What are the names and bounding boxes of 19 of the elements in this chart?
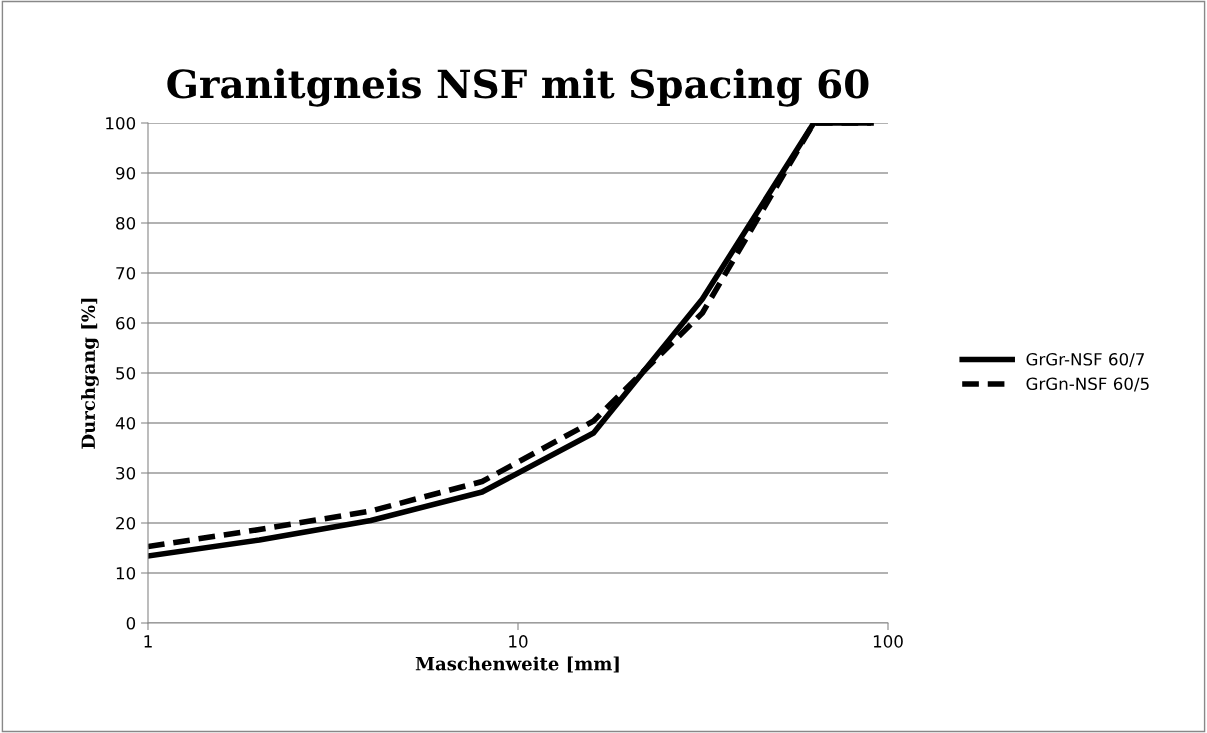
y-tick-label: 20	[116, 516, 136, 530]
x-tick-label: 100	[873, 635, 903, 648]
y-tick-label: 30	[116, 466, 136, 480]
y-tick-label: 100	[106, 116, 136, 130]
legend-label: GrGr-NSF 60/7	[1026, 353, 1144, 367]
chart-title: Granitgneis NSF mit Spacing 60	[167, 68, 869, 107]
x-tick-label: 1	[144, 635, 152, 648]
y-tick-label: 80	[116, 216, 136, 230]
legend-label: GrGn-NSF 60/5	[1026, 377, 1149, 392]
y-tick-label: 70	[116, 266, 136, 280]
y-tick-label: 50	[116, 366, 136, 380]
y-tick-label: 90	[116, 166, 136, 180]
y-tick-label: 10	[116, 566, 136, 580]
y-axis-title: Durchgang [%]	[81, 298, 99, 449]
x-axis-title: Maschenweite [mm]	[415, 656, 619, 673]
y-tick-label: 0	[126, 616, 136, 630]
y-tick-label: 40	[115, 416, 136, 430]
x-tick-label: 10	[509, 635, 528, 648]
y-tick-label: 60	[116, 316, 136, 330]
